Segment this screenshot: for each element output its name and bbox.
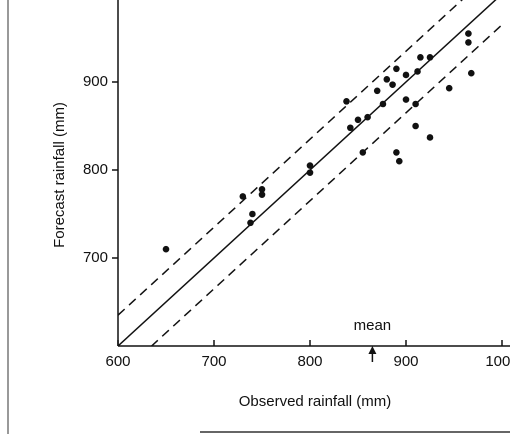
band-line bbox=[118, 0, 463, 316]
x-tick-label: 800 bbox=[297, 353, 322, 370]
point bbox=[414, 68, 421, 75]
point bbox=[249, 210, 256, 218]
x-tick-label: 1000 bbox=[485, 353, 510, 370]
point bbox=[393, 149, 400, 156]
x-tick-label: 700 bbox=[201, 353, 226, 370]
point bbox=[445, 84, 453, 92]
point bbox=[343, 98, 350, 105]
point bbox=[247, 219, 254, 227]
point bbox=[393, 65, 400, 73]
point bbox=[354, 116, 362, 124]
point bbox=[412, 122, 419, 130]
point bbox=[162, 245, 170, 253]
point bbox=[412, 100, 419, 108]
x-tick-label: 600 bbox=[105, 353, 130, 370]
x-tick-label: 900 bbox=[393, 353, 418, 370]
point bbox=[373, 87, 381, 95]
point bbox=[347, 124, 354, 132]
y-tick-label: 900 bbox=[83, 73, 108, 90]
point bbox=[239, 193, 247, 200]
x-axis-label: Observed rainfall (mm) bbox=[239, 393, 392, 410]
point bbox=[467, 69, 475, 77]
annotation: mean bbox=[354, 317, 392, 334]
mean-arrow-head bbox=[368, 346, 377, 354]
point bbox=[379, 100, 387, 108]
point bbox=[402, 71, 410, 79]
point bbox=[465, 30, 472, 37]
point bbox=[364, 113, 371, 121]
point bbox=[383, 76, 391, 83]
band-line bbox=[150, 24, 503, 346]
point bbox=[465, 39, 472, 46]
y-tick-label: 1000 bbox=[75, 0, 108, 2]
point bbox=[258, 186, 266, 193]
point bbox=[306, 169, 314, 176]
point bbox=[426, 54, 434, 61]
y-tick-label: 700 bbox=[83, 249, 108, 266]
point bbox=[402, 96, 410, 103]
y-tick-label: 800 bbox=[83, 161, 108, 178]
point bbox=[426, 134, 434, 141]
point bbox=[417, 54, 424, 61]
y-axis-label: Forecast rainfall (mm) bbox=[51, 102, 68, 248]
point bbox=[395, 157, 403, 165]
point bbox=[389, 81, 396, 88]
point bbox=[359, 149, 367, 156]
point bbox=[306, 162, 314, 169]
point bbox=[258, 191, 266, 198]
